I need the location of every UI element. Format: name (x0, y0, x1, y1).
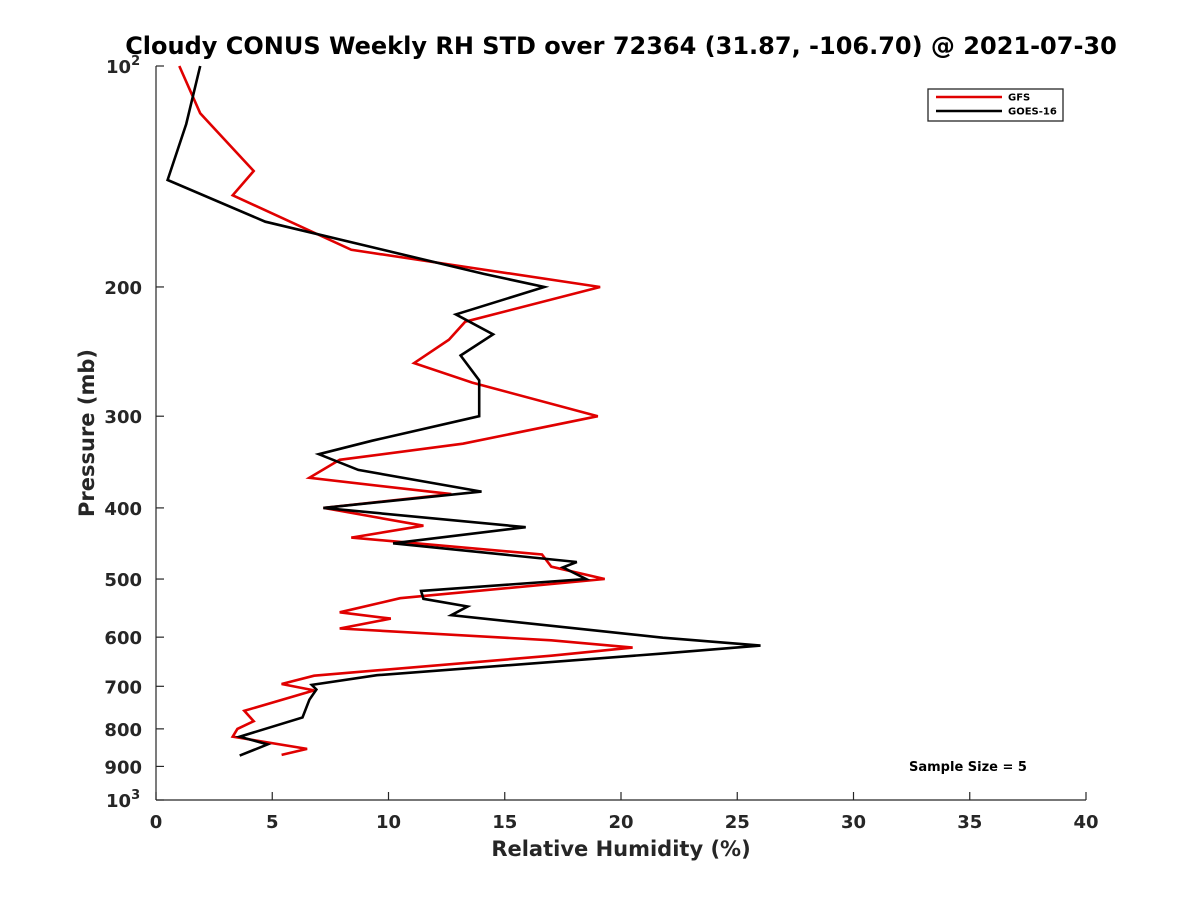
y-tick-label-exponent: 2 (131, 54, 140, 69)
sample-size-annotation: Sample Size = 5 (909, 760, 1027, 775)
y-tick-label: 103 (106, 788, 140, 812)
y-tick-label-base: 10 (106, 57, 131, 78)
y-tick-label-exponent: 3 (131, 788, 140, 803)
y-tick-label: 400 (104, 499, 142, 520)
y-tick-label: 200 (104, 278, 142, 299)
x-axis-label: Relative Humidity (%) (491, 837, 750, 861)
y-tick-label: 900 (104, 757, 142, 778)
x-tick-label: 0 (150, 812, 163, 833)
x-tick-label: 35 (957, 812, 982, 833)
legend: GFS GOES-16 (927, 88, 1064, 122)
y-tick-label: 600 (104, 628, 142, 649)
legend-label-gfs: GFS (1008, 93, 1030, 104)
series-line-goes16 (165, 65, 761, 757)
x-axis-ticks: 0 5 10 15 20 25 30 35 40 (150, 792, 1099, 833)
y-tick-label: 700 (104, 677, 142, 698)
legend-label-goes16: GOES-16 (1008, 107, 1057, 118)
x-tick-label: 25 (725, 812, 750, 833)
x-tick-label: 10 (376, 812, 401, 833)
y-tick-label-base: 10 (106, 791, 131, 812)
chart-title: Cloudy CONUS Weekly RH STD over 72364 (3… (125, 32, 1117, 60)
series-layer (165, 65, 761, 757)
series-line-gfs (178, 65, 633, 757)
x-tick-label: 15 (492, 812, 517, 833)
x-tick-label: 5 (266, 812, 279, 833)
y-axis-label: Pressure (mb) (75, 349, 99, 517)
y-tick-label: 300 (104, 407, 142, 428)
x-tick-label: 30 (841, 812, 866, 833)
x-tick-label: 20 (608, 812, 633, 833)
y-tick-label: 800 (104, 720, 142, 741)
y-tick-label: 102 (106, 54, 140, 78)
x-tick-label: 40 (1073, 812, 1098, 833)
y-tick-label: 500 (104, 570, 142, 591)
legend-box (927, 88, 1064, 122)
plot-area: 0 5 10 15 20 25 30 35 40 10220030040050060070080… (104, 54, 1098, 833)
